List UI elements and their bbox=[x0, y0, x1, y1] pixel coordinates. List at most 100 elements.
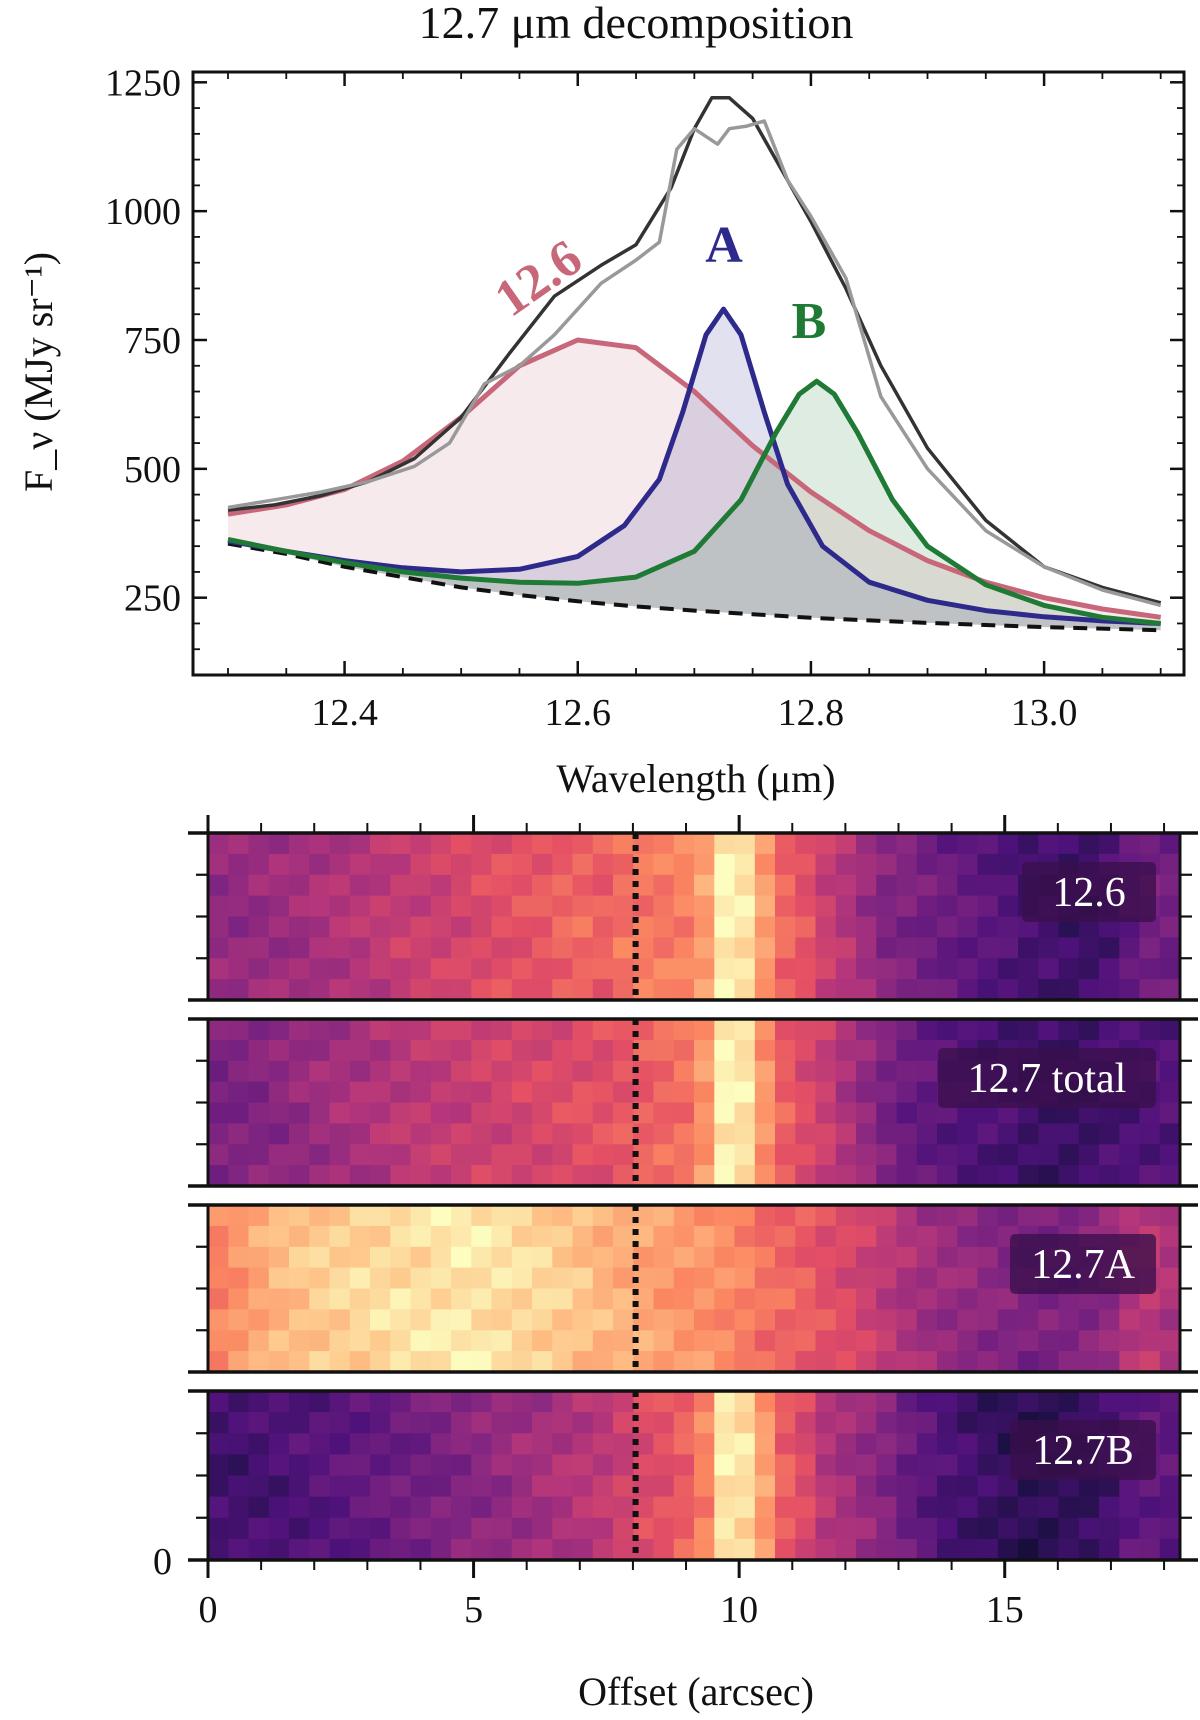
heatmap-cell bbox=[734, 1039, 756, 1062]
heatmap-cell bbox=[1058, 1538, 1080, 1561]
heatmap-cell bbox=[653, 1246, 675, 1269]
heatmap-cell bbox=[228, 1454, 250, 1477]
heatmap-cell bbox=[916, 1391, 938, 1413]
heatmap-cell bbox=[228, 1205, 250, 1227]
heatmap-cell bbox=[289, 1225, 311, 1248]
heatmap-cell bbox=[977, 1123, 999, 1146]
heatmap-cell bbox=[430, 1165, 452, 1187]
heatmap-cell bbox=[613, 979, 635, 1001]
x-tick-label-12.6: 12.6 bbox=[544, 692, 611, 734]
heatmap-cell bbox=[572, 1123, 594, 1146]
heatmap-cell bbox=[471, 1330, 493, 1352]
heatmap-cell bbox=[390, 1123, 412, 1146]
heatmap-cell bbox=[1058, 833, 1080, 855]
heatmap-cell bbox=[390, 1019, 412, 1041]
heatmap-cell bbox=[694, 874, 716, 897]
heatmap-cell bbox=[552, 1330, 574, 1352]
heatmap-cell bbox=[653, 1225, 675, 1248]
heatmap-cell bbox=[896, 1496, 918, 1519]
heatmap-cell bbox=[633, 1081, 655, 1104]
heatmap-cell bbox=[1078, 833, 1100, 855]
heatmap-cell bbox=[511, 1081, 533, 1104]
heatmap-cell bbox=[248, 937, 270, 960]
heatmap-cell bbox=[1078, 958, 1100, 980]
heatmap-cell bbox=[309, 1081, 331, 1104]
heatmap-cell bbox=[268, 1102, 290, 1125]
heatmap-cell bbox=[754, 1102, 776, 1125]
heatmap-cell bbox=[754, 1205, 776, 1227]
heatmap-cell bbox=[916, 1267, 938, 1290]
heatmap-cell bbox=[1099, 1330, 1121, 1352]
heatmap-cell bbox=[633, 1019, 655, 1041]
heatmap-cell bbox=[572, 895, 594, 918]
heatmap-cell bbox=[552, 1412, 574, 1434]
heatmap-cell bbox=[329, 1019, 351, 1041]
heatmap-cell bbox=[511, 937, 533, 960]
heatmap-cell bbox=[268, 1475, 290, 1498]
heatmap-cell bbox=[876, 853, 898, 876]
heatmap-cell bbox=[714, 1496, 736, 1519]
heatmap-cell bbox=[997, 1288, 1019, 1311]
heatmap-cell bbox=[228, 979, 250, 1001]
heatmap-cell bbox=[754, 1496, 776, 1519]
heatmap-cell bbox=[795, 1205, 817, 1227]
heatmap-cell bbox=[370, 1039, 392, 1062]
heatmap-cell bbox=[471, 1039, 493, 1062]
heatmap-cell bbox=[916, 1205, 938, 1227]
heatmap-cell bbox=[349, 1309, 371, 1332]
heatmap-cell bbox=[268, 1496, 290, 1519]
heatmap-cell bbox=[430, 874, 452, 897]
heatmap-cell bbox=[390, 1412, 412, 1434]
heatmap-cell bbox=[673, 1517, 695, 1540]
heatmap-cell bbox=[815, 979, 837, 1001]
heatmap-cell bbox=[289, 1538, 311, 1561]
heatmap-cell bbox=[795, 1060, 817, 1083]
heatmap-cell bbox=[1018, 1351, 1040, 1373]
heatmap-cell bbox=[511, 853, 533, 876]
heatmap-cell bbox=[349, 979, 371, 1001]
heatmap-cell bbox=[552, 958, 574, 980]
heatmap-cell bbox=[997, 1309, 1019, 1332]
heatmap-cell bbox=[1078, 1538, 1100, 1561]
heatmap-cell bbox=[208, 1019, 230, 1041]
heatmap-cell bbox=[937, 1225, 959, 1248]
heatmap-cell bbox=[795, 1391, 817, 1413]
heatmap-cell bbox=[1099, 937, 1121, 960]
heatmap-cell bbox=[248, 1205, 270, 1227]
heatmap-cell bbox=[410, 1538, 432, 1561]
heatmap-cell bbox=[876, 1060, 898, 1083]
heatmap-cell bbox=[835, 1165, 857, 1187]
heatmap-cell bbox=[471, 1019, 493, 1041]
component-fill-b bbox=[228, 381, 1161, 631]
heatmap-cell bbox=[754, 1267, 776, 1290]
heatmap-cell bbox=[694, 1039, 716, 1062]
heatmap-cell bbox=[491, 1351, 513, 1373]
heatmap-cell bbox=[329, 958, 351, 980]
heatmap-cell bbox=[694, 1538, 716, 1561]
heatmap-cell bbox=[1018, 1205, 1040, 1227]
heatmap-cell bbox=[370, 1391, 392, 1413]
heatmap-cell bbox=[451, 1391, 473, 1413]
heatmap-cell bbox=[815, 1475, 837, 1498]
heatmap-cell bbox=[835, 958, 857, 980]
heatmap-cell bbox=[572, 1102, 594, 1125]
heatmap-cell bbox=[491, 1081, 513, 1104]
heatmap-cell bbox=[835, 1267, 857, 1290]
heatmap-cell bbox=[1078, 1391, 1100, 1413]
heatmap-cell bbox=[592, 937, 614, 960]
heatmap-cell bbox=[451, 1081, 473, 1104]
heatmap-cell bbox=[289, 1391, 311, 1413]
heatmap-cell bbox=[309, 1123, 331, 1146]
heatmap-cell bbox=[916, 1330, 938, 1352]
heatmap-cell bbox=[208, 958, 230, 980]
heatmap-cell bbox=[1078, 1165, 1100, 1187]
heatmap-cell bbox=[1018, 979, 1040, 1001]
heatmap-cell bbox=[1159, 958, 1181, 980]
heatmap-cell bbox=[856, 1309, 878, 1332]
heatmap-cell bbox=[248, 1165, 270, 1187]
heatmap-cell bbox=[734, 1351, 756, 1373]
heatmap-cell bbox=[856, 1475, 878, 1498]
heatmap-cell bbox=[896, 1102, 918, 1125]
heatmap-cell bbox=[613, 1496, 635, 1519]
